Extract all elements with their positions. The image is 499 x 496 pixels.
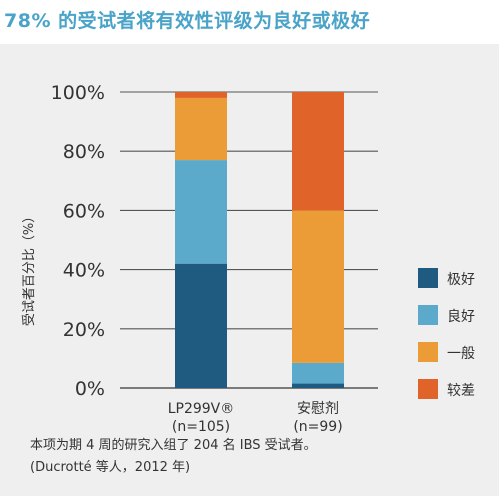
bar-segment: [175, 97, 227, 161]
y-axis-label: 受试者百分比（%）: [22, 210, 37, 326]
footnote-line-1: 本项为期 4 周的研究入组了 204 名 IBS 受试者。: [30, 437, 317, 453]
legend-swatch: [418, 342, 438, 362]
footnote-line-2: (Ducrotté 等人，2012 年): [30, 459, 190, 475]
y-tick-label: 0%: [75, 378, 105, 400]
y-tick-label: 100%: [51, 82, 105, 104]
x-category-sublabel: (n=99): [293, 419, 342, 435]
y-tick-label: 80%: [63, 141, 105, 163]
x-category-label: 安慰剂: [297, 400, 339, 417]
x-category-sublabel: (n=105): [172, 419, 230, 435]
y-tick-label: 60%: [63, 200, 105, 222]
bar-segment: [175, 263, 227, 388]
chart-title: 78% 的受试者将有效性评级为良好或极好: [4, 6, 370, 33]
legend-label: 一般: [447, 346, 475, 362]
title-text: 的受试者将有效性评级为良好或极好: [50, 10, 371, 32]
legend-label: 良好: [447, 309, 475, 325]
y-tick-label: 20%: [63, 319, 105, 341]
legend-swatch: [418, 268, 438, 288]
bar-segment: [292, 92, 344, 211]
bar-segment: [292, 383, 344, 388]
legend-swatch: [418, 305, 438, 325]
bar-segment: [175, 160, 227, 264]
bar-segment: [175, 92, 227, 98]
legend-label: 极好: [447, 272, 475, 288]
bar-segment: [292, 210, 344, 363]
title-highlight: 78%: [4, 10, 51, 32]
x-category-label: LP299V®: [168, 401, 235, 417]
y-tick-label: 40%: [63, 260, 105, 282]
legend-label: 较差: [447, 383, 475, 399]
bar-segment: [292, 362, 344, 384]
legend-swatch: [418, 379, 438, 399]
